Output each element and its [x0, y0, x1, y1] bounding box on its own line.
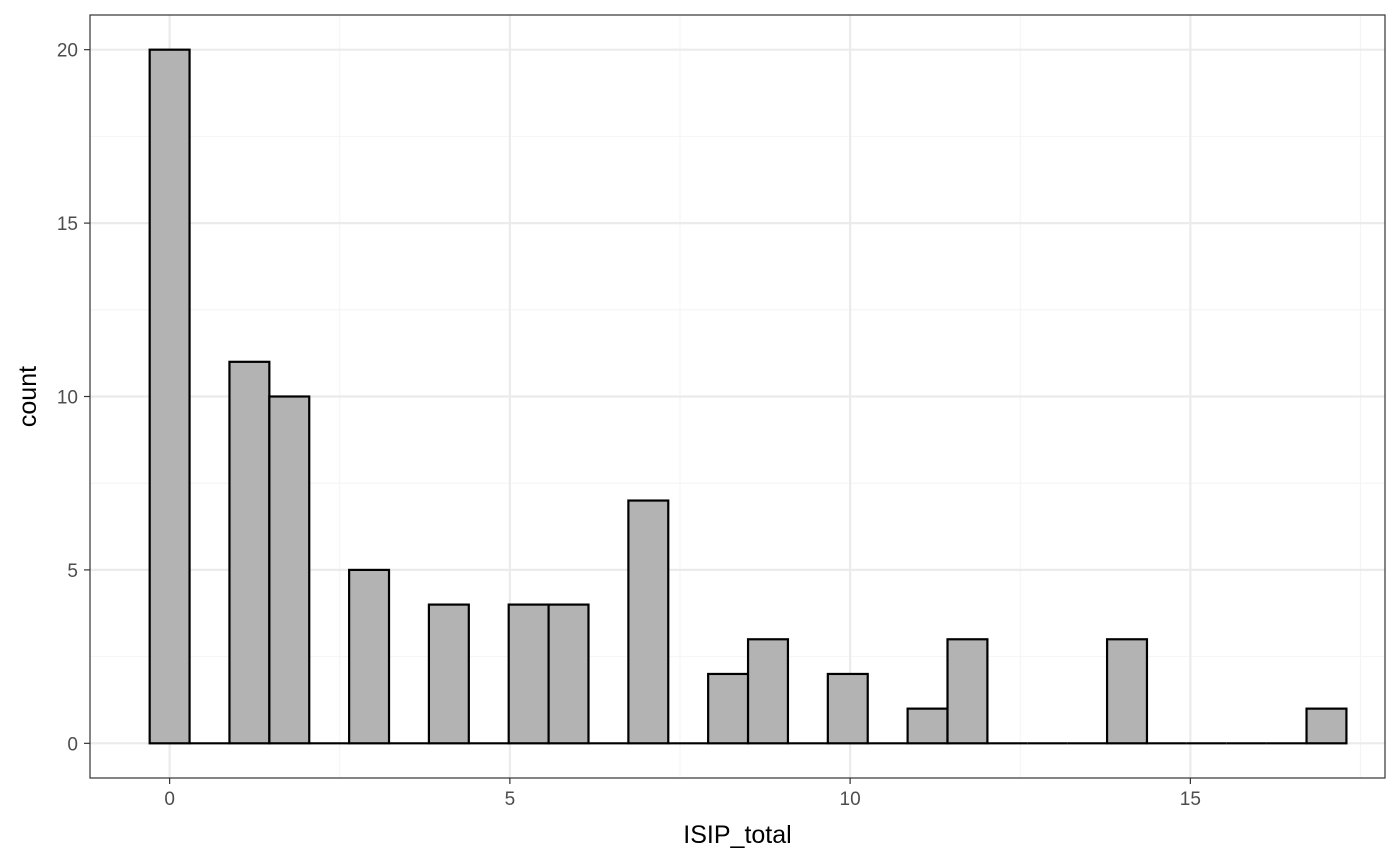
histogram-bar — [547, 603, 590, 745]
y-tick-label: 20 — [57, 41, 78, 62]
histogram-bar — [746, 638, 790, 745]
histogram-bar — [228, 360, 271, 745]
histogram-bar — [707, 672, 750, 745]
histogram-bar — [946, 638, 989, 745]
x-tick-label: 10 — [840, 789, 861, 810]
y-tick-label: 0 — [67, 734, 78, 755]
y-tick-label: 10 — [57, 388, 78, 409]
y-axis: 0 5 10 15 20 — [57, 41, 90, 755]
histogram-bar — [627, 499, 670, 745]
histogram-bar — [348, 568, 391, 745]
x-axis: 0 5 10 15 — [164, 778, 1201, 810]
x-tick-label: 5 — [505, 789, 516, 810]
x-tick-label: 15 — [1180, 789, 1201, 810]
y-axis-title: count — [14, 366, 42, 427]
y-tick-label: 5 — [67, 561, 78, 582]
histogram-bar — [507, 603, 550, 745]
histogram-bar — [1305, 707, 1348, 745]
histogram-bar — [268, 395, 311, 745]
histogram-bar — [906, 707, 949, 745]
x-tick-label: 0 — [164, 789, 175, 810]
histogram-bar — [1105, 638, 1149, 745]
x-axis-title: ISIP_total — [683, 821, 791, 849]
histogram-bars — [148, 48, 1348, 745]
histogram-bar — [427, 603, 470, 745]
y-tick-label: 15 — [57, 214, 78, 235]
histogram-bar — [826, 672, 869, 745]
histogram-bar — [148, 48, 191, 745]
